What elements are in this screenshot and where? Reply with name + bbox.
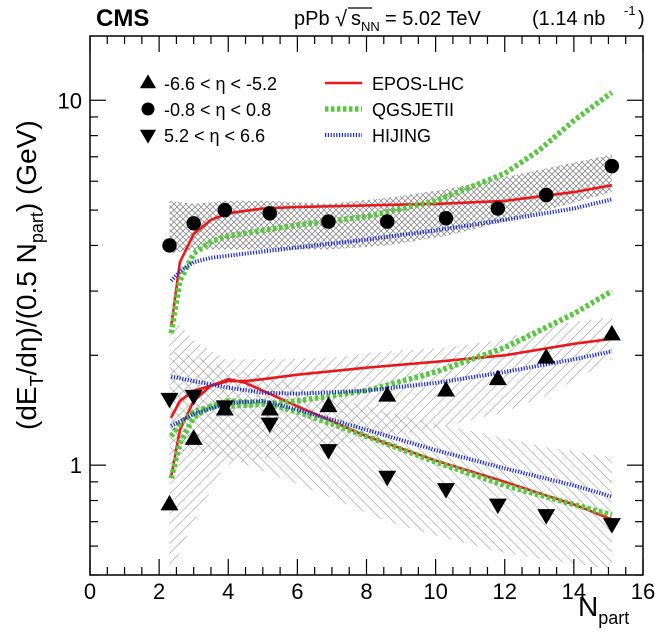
- legend-label-1: -6.6 < η < -5.2: [164, 74, 277, 94]
- legend-label-qgsjetii: QGSJETII: [372, 100, 454, 120]
- data-point-series2-3: [217, 202, 232, 218]
- axes: 0 2 4 6 8 10 12 14 16 1 10: [58, 35, 655, 604]
- y-axis-title: (dET/dη)/(0.5 Npart) (GeV): [11, 120, 47, 430]
- x-tick-label: 16: [631, 579, 655, 604]
- header-sqrt-radical: √: [335, 6, 348, 31]
- x-axis-title: Npart: [578, 591, 629, 628]
- legend-label-hijing: HIJING: [372, 126, 431, 146]
- model-curve-epos-lhc-1: [169, 183, 613, 327]
- data-point-series3-8: [488, 498, 507, 515]
- x-tick-label: 14: [562, 579, 586, 604]
- data-point-series2-7: [438, 211, 454, 226]
- data-point-series1-2: [184, 429, 203, 445]
- data-point-series1-7: [436, 381, 455, 397]
- x-tick-label: 6: [291, 579, 303, 604]
- experiment-label: CMS: [96, 5, 149, 32]
- data-point-series2-9: [539, 187, 554, 203]
- y-tick-label: 1: [70, 453, 82, 478]
- x-tick-label: 12: [493, 579, 517, 604]
- legend-marker-3: [139, 129, 157, 144]
- legend-label-2: -0.8 < η < 0.8: [164, 100, 271, 120]
- data-point-series1-4: [260, 399, 279, 416]
- data-point-series3-6: [378, 470, 397, 487]
- x-tick-label: 10: [423, 579, 447, 604]
- data-point-series3-10: [602, 518, 621, 534]
- data-point-series3-4: [260, 417, 279, 434]
- legend-label-3: 5.2 < η < 6.6: [164, 126, 265, 146]
- data-point-series3-7: [436, 483, 455, 499]
- legend-label-epos-lhc: EPOS-LHC: [372, 74, 464, 94]
- y-tick-label: 10: [58, 88, 82, 113]
- x-tick-label: 0: [84, 579, 96, 604]
- data-point-series1-9: [537, 348, 556, 364]
- data-point-series3-9: [537, 509, 556, 525]
- header-system: pPb: [294, 8, 330, 30]
- data-point-series2-10: [604, 158, 620, 174]
- header-lumi-close: ): [638, 8, 645, 30]
- data-point-series2-4: [262, 206, 277, 221]
- data-point-series3-2: [184, 389, 203, 406]
- data-point-series1-5: [319, 396, 338, 413]
- legend-marker-1: [139, 74, 157, 89]
- header-info: pPb √ s NN = 5.02 TeV (1.14 nb -1 ): [294, 3, 645, 34]
- header-sqrt-s: s: [351, 8, 361, 30]
- model-curve-hijing-3: [170, 398, 613, 499]
- x-tick-label: 8: [360, 579, 372, 604]
- data-point-series2-6: [380, 214, 395, 229]
- legend-marker-2: [141, 102, 155, 116]
- data-points: [160, 158, 621, 534]
- data-point-series1-1: [160, 494, 179, 511]
- model-curve-qgsjetii-3: [168, 398, 613, 518]
- x-tick-label: 2: [153, 579, 165, 604]
- data-point-series3-5: [319, 444, 338, 460]
- data-point-series2-2: [186, 216, 201, 231]
- data-point-series3-3: [215, 400, 234, 416]
- data-point-series1-6: [378, 386, 397, 402]
- model-curve-qgsjetii-1: [168, 90, 614, 334]
- header-lumi: (1.14 nb: [532, 8, 605, 30]
- header-energy: = 5.02 TeV: [385, 8, 481, 30]
- legend: -6.6 < η < -5.2 -0.8 < η < 0.8 5.2 < η < 6…: [139, 74, 464, 146]
- data-point-series1-10: [602, 324, 621, 341]
- header-lumi-exponent: -1: [624, 3, 636, 18]
- model-curves: [168, 90, 614, 521]
- header-subscript: NN: [361, 19, 380, 34]
- data-point-series2-5: [321, 214, 336, 229]
- data-point-series3-1: [160, 392, 179, 409]
- data-point-series2-8: [490, 201, 506, 216]
- data-point-series2-1: [162, 238, 177, 253]
- data-point-series1-8: [488, 369, 507, 386]
- x-tick-label: 4: [222, 579, 234, 604]
